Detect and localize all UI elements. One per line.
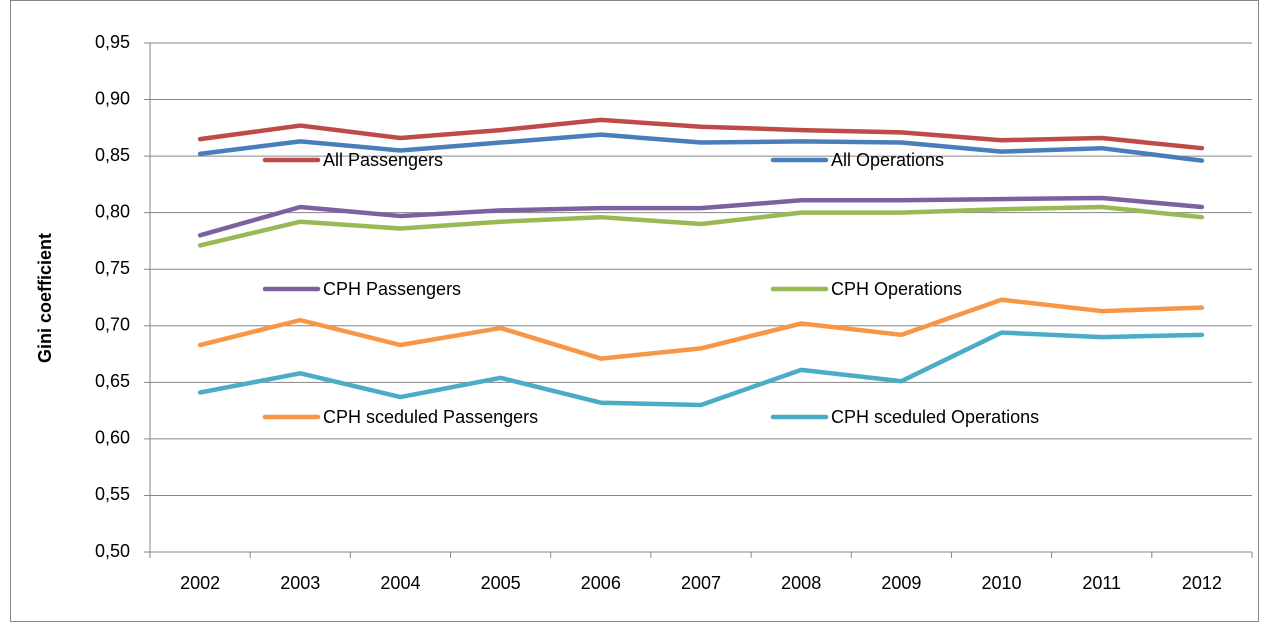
legend-label: All Passengers: [323, 150, 443, 170]
x-tick-label: 2011: [1082, 573, 1121, 593]
chart-frame: [10, 0, 1259, 622]
y-tick-label: 0,60: [95, 428, 130, 448]
legend-label: CPH sceduled Passengers: [323, 407, 538, 427]
legend-label: CPH Operations: [831, 279, 962, 299]
x-tick-label: 2004: [380, 573, 420, 593]
y-axis-title: Gini coefficient: [35, 233, 55, 363]
y-tick-label: 0,55: [95, 484, 130, 504]
y-tick-label: 0,70: [95, 315, 130, 335]
y-tick-label: 0,75: [95, 258, 130, 278]
legend-label: All Operations: [831, 150, 944, 170]
legend-label: CPH Passengers: [323, 279, 461, 299]
legend-label: CPH sceduled Operations: [831, 407, 1039, 427]
x-tick-label: 2012: [1182, 573, 1222, 593]
series-line: [197, 204, 1205, 248]
x-tick-label: 2007: [681, 573, 721, 593]
x-tick-label: 2002: [180, 573, 220, 593]
series-line: [197, 195, 1205, 238]
x-tick-label: 2006: [581, 573, 621, 593]
y-tick-label: 0,80: [95, 201, 130, 221]
x-tick-label: 2009: [881, 573, 921, 593]
series-line: [197, 132, 1205, 163]
series-line: [197, 297, 1205, 361]
y-tick-label: 0,50: [95, 541, 130, 561]
y-tick-label: 0,65: [95, 371, 130, 391]
y-tick-label: 0,95: [95, 32, 130, 52]
x-tick-label: 2005: [481, 573, 521, 593]
series-line: [197, 330, 1205, 408]
y-tick-label: 0,85: [95, 145, 130, 165]
series-line: [197, 117, 1205, 151]
y-tick-label: 0,90: [95, 88, 130, 108]
x-tick-label: 2003: [280, 573, 320, 593]
x-tick-label: 2010: [982, 573, 1022, 593]
x-tick-label: 2008: [781, 573, 821, 593]
